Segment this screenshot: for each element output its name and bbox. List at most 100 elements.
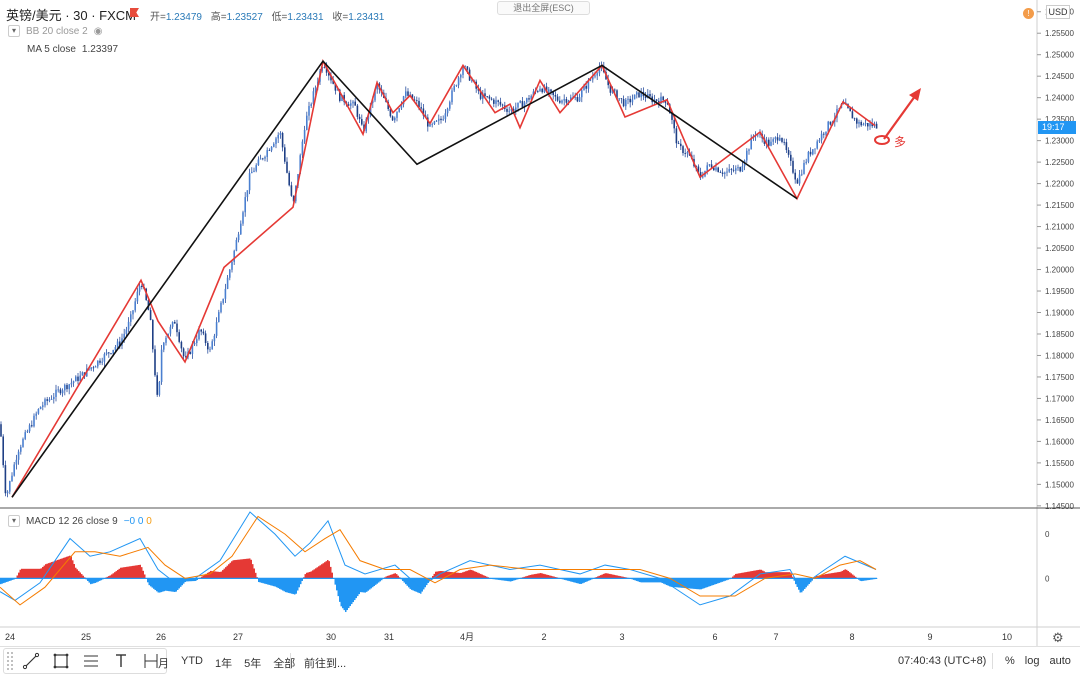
fib-lines-icon[interactable] (76, 649, 106, 673)
exit-fullscreen-button[interactable]: 退出全屏(ESC) (497, 1, 590, 15)
clock-readout[interactable]: 07:40:43 (UTC+8) (898, 655, 987, 667)
candle-body (515, 107, 517, 112)
candle-body (396, 111, 398, 118)
bb-indicator-row[interactable]: ▾ BB 20 close 2 ◉ (8, 25, 102, 37)
trend-line-icon[interactable] (16, 649, 46, 673)
macd-histogram-bar (1, 578, 3, 584)
candle-body (94, 366, 97, 368)
goto-button[interactable]: 前往到... (304, 658, 347, 670)
macd-histogram-bar (687, 578, 689, 589)
candle-body (627, 98, 629, 100)
macd-histogram-bar (289, 578, 291, 594)
range-month[interactable]: 月 (158, 658, 169, 670)
y-tick-label: 1.19000 (1045, 309, 1074, 318)
macd-histogram-bar (670, 578, 672, 587)
flag-icon[interactable] (130, 8, 139, 17)
chevron-down-icon[interactable]: ▾ (8, 25, 20, 37)
macd-indicator-row[interactable]: ▾ MACD 12 26 close 9 −0 0 0 (8, 515, 152, 527)
macd-histogram-bar (63, 557, 65, 579)
candle-body (101, 361, 103, 363)
macd-histogram-bar (267, 578, 269, 585)
candle-body (70, 382, 73, 385)
text-tool-icon[interactable] (106, 649, 136, 673)
candle-body (169, 326, 172, 334)
grip-icon[interactable] (6, 651, 14, 671)
range-1y[interactable]: 1年 (215, 658, 233, 670)
candle-body (110, 353, 112, 355)
info-icon[interactable]: ! (1023, 8, 1034, 19)
macd-histogram-bar (772, 572, 774, 579)
candle-body (776, 137, 779, 141)
candle-body (495, 100, 497, 104)
candle-body (328, 72, 330, 76)
candle-body (768, 139, 770, 146)
macd-histogram-bar (774, 572, 776, 579)
range-all[interactable]: 全部 (273, 658, 296, 670)
macd-histogram-bar (412, 578, 414, 591)
candle-body (103, 354, 106, 362)
macd-histogram-bar (612, 574, 614, 579)
macd-histogram-bar (457, 572, 459, 579)
x-tick-label: 27 (233, 632, 243, 642)
x-tick-label: 8 (849, 632, 854, 642)
macd-histogram-bar (231, 561, 233, 579)
candle-body (449, 102, 451, 109)
macd-histogram-bar (27, 568, 29, 579)
macd-histogram-bar (652, 578, 654, 583)
candle-body (510, 108, 513, 111)
macd-histogram-bar (853, 575, 855, 579)
macd-histogram-bar (373, 578, 375, 587)
candle-body (112, 349, 114, 354)
macd-histogram-bar (535, 573, 537, 579)
chevron-down-icon[interactable]: ▾ (8, 515, 20, 527)
x-tick-label: 10 (1002, 632, 1012, 642)
gear-icon[interactable]: ⚙ (1052, 630, 1064, 645)
x-tick-label: 26 (156, 632, 166, 642)
y-tick-label: 1.25500 (1045, 29, 1074, 38)
macd-histogram-bar (712, 578, 714, 586)
macd-histogram-bar (756, 570, 758, 579)
macd-histogram-bar (858, 578, 860, 580)
macd-histogram-bar (129, 566, 131, 579)
candle-body (519, 101, 521, 103)
macd-histogram-bar (732, 576, 734, 579)
symbol-title[interactable]: 英镑/美元 · 30 · FXCM (6, 8, 137, 23)
candle-body (765, 139, 768, 144)
macd-histogram-bar (684, 578, 686, 589)
candle-body (466, 66, 469, 70)
currency-button[interactable]: USD (1046, 5, 1070, 19)
candle-body (471, 80, 473, 82)
candle-body (537, 91, 539, 92)
log-button[interactable]: log (1024, 655, 1040, 667)
macd-histogram-bar (817, 575, 819, 579)
auto-button[interactable]: auto (1049, 655, 1071, 667)
macd-histogram-bar (861, 578, 863, 582)
macd-histogram-bar (286, 578, 288, 593)
ma-indicator-row[interactable]: MA 5 close 1.23397 (27, 44, 118, 55)
macd-histogram-bar (739, 573, 741, 579)
percent-button[interactable]: % (1005, 655, 1015, 667)
macd-histogram-bar (532, 574, 534, 579)
range-ytd[interactable]: YTD (181, 655, 203, 667)
candle-body (618, 98, 620, 100)
rectangle-icon[interactable] (46, 649, 76, 673)
measure-icon[interactable] (136, 649, 166, 673)
candle-body (787, 150, 790, 155)
candle-body (556, 96, 559, 101)
candle-body (532, 91, 535, 96)
macd-histogram-bar (736, 573, 738, 579)
macd-histogram-bar (378, 578, 380, 583)
range-5y[interactable]: 5年 (244, 658, 262, 670)
macd-histogram-bar (0, 578, 2, 585)
candle-body (798, 174, 801, 184)
macd-histogram-bar (306, 572, 308, 579)
candle-body (24, 432, 26, 439)
candle-body (163, 342, 165, 350)
candle-body (818, 140, 821, 142)
candle-body (97, 360, 99, 367)
candle-body (457, 77, 460, 86)
macd-histogram-bar (135, 565, 137, 579)
black-zigzag-line (11, 59, 798, 498)
eye-icon[interactable]: ◉ (93, 25, 103, 37)
